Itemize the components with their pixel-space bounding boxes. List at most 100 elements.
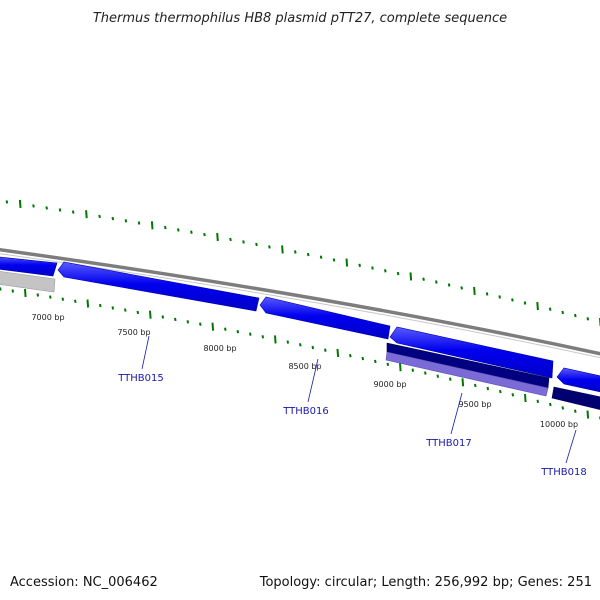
minor-tick	[523, 301, 527, 305]
minor-tick	[286, 340, 290, 344]
minor-tick	[358, 263, 361, 267]
gene-labels: TTHB015 TTHB016 TTHB017 TTHB018	[117, 373, 587, 478]
minor-tick	[124, 219, 128, 223]
minor-tick	[224, 327, 227, 331]
minor-tick	[548, 307, 552, 311]
minor-tick	[74, 299, 77, 303]
gene-arrow[interactable]	[0, 256, 58, 277]
minor-tick	[374, 359, 377, 364]
gene-arrow-reverse[interactable]	[551, 386, 600, 412]
minor-tick	[0, 287, 2, 291]
gene-arrow-reverse[interactable]	[385, 351, 549, 397]
minor-tick	[536, 399, 540, 403]
major-tick	[409, 272, 413, 281]
major-tick	[86, 299, 90, 308]
grey-feature[interactable]	[0, 270, 56, 293]
minor-tick	[61, 297, 65, 301]
minor-tick	[161, 315, 165, 319]
minor-tick	[164, 225, 167, 230]
minor-tick	[203, 232, 206, 237]
gene-label[interactable]: TTHB015	[117, 373, 164, 384]
minor-tick	[186, 320, 190, 324]
ruler-label: 8000 bp	[203, 344, 236, 353]
minor-tick	[111, 306, 115, 310]
minor-tick	[435, 280, 438, 284]
gene-leader-lines	[141, 335, 577, 464]
minor-tick	[294, 250, 297, 254]
major-tick	[473, 286, 476, 295]
minor-tick	[58, 208, 62, 212]
minor-tick	[111, 216, 115, 221]
minor-tick	[549, 402, 552, 407]
summary-text: Topology: circular; Length: 256,992 bp; …	[259, 575, 592, 590]
minor-tick	[11, 289, 15, 293]
major-tick	[18, 199, 22, 208]
major-tick	[399, 363, 402, 372]
inner-tick-marks	[0, 287, 600, 420]
major-tick	[536, 302, 539, 311]
minor-tick	[386, 362, 390, 366]
minor-tick	[236, 330, 240, 334]
minor-tick	[299, 343, 302, 347]
ruler-label: 7500 bp	[117, 328, 150, 337]
minor-tick	[349, 354, 352, 358]
major-tick	[24, 288, 27, 298]
minor-tick	[332, 258, 336, 262]
ruler-label: 10000 bp	[540, 420, 578, 429]
minor-tick	[384, 269, 387, 273]
minor-tick	[460, 286, 463, 290]
minor-tick	[574, 313, 577, 318]
minor-tick	[486, 386, 490, 391]
ruler-label: 7000 bp	[31, 313, 64, 322]
minor-tick	[311, 345, 315, 350]
outer-tick-marks	[5, 199, 600, 327]
major-tick	[336, 348, 340, 357]
minor-tick	[177, 228, 180, 232]
major-tick	[345, 258, 349, 267]
major-tick	[211, 322, 215, 331]
minor-tick	[124, 308, 127, 312]
minor-tick	[574, 409, 577, 413]
minor-tick	[424, 371, 427, 375]
minor-tick	[190, 230, 193, 234]
gene-label[interactable]: TTHB017	[425, 438, 472, 449]
minor-tick	[137, 221, 141, 225]
major-tick	[524, 393, 527, 403]
gene-label[interactable]: TTHB018	[540, 467, 587, 478]
major-tick	[461, 378, 465, 387]
minor-tick	[71, 210, 75, 214]
minor-tick	[136, 310, 140, 315]
minor-tick	[306, 252, 310, 257]
backbone-outer-strand	[0, 247, 600, 356]
minor-tick	[449, 377, 452, 381]
minor-tick	[199, 322, 202, 326]
leader-line	[307, 358, 319, 403]
major-tick	[216, 232, 219, 242]
gene-arrow[interactable]	[259, 296, 391, 340]
minor-tick	[411, 368, 415, 372]
minor-tick	[174, 317, 177, 322]
minor-tick	[255, 242, 258, 247]
gene-label[interactable]: TTHB016	[282, 406, 329, 417]
leader-line	[450, 392, 463, 435]
gene-arrow[interactable]	[389, 326, 554, 379]
gene-arrow[interactable]	[57, 261, 260, 312]
accession-text: Accession: NC_006462	[10, 575, 158, 590]
minor-tick	[32, 204, 35, 208]
ruler-label: 8500 bp	[288, 362, 321, 371]
minor-tick	[261, 335, 265, 339]
minor-tick	[36, 293, 40, 297]
major-tick	[85, 210, 88, 219]
minor-tick	[5, 200, 9, 204]
minor-tick	[511, 298, 514, 302]
minor-tick	[98, 214, 101, 219]
minor-tick	[371, 266, 374, 270]
major-tick	[150, 221, 154, 230]
ruler-label: 9000 bp	[373, 380, 406, 389]
gene-arrow[interactable]	[556, 367, 600, 394]
forward-genes	[0, 256, 600, 394]
minor-tick	[229, 237, 232, 242]
minor-tick	[49, 295, 52, 299]
reverse-features	[0, 270, 600, 412]
